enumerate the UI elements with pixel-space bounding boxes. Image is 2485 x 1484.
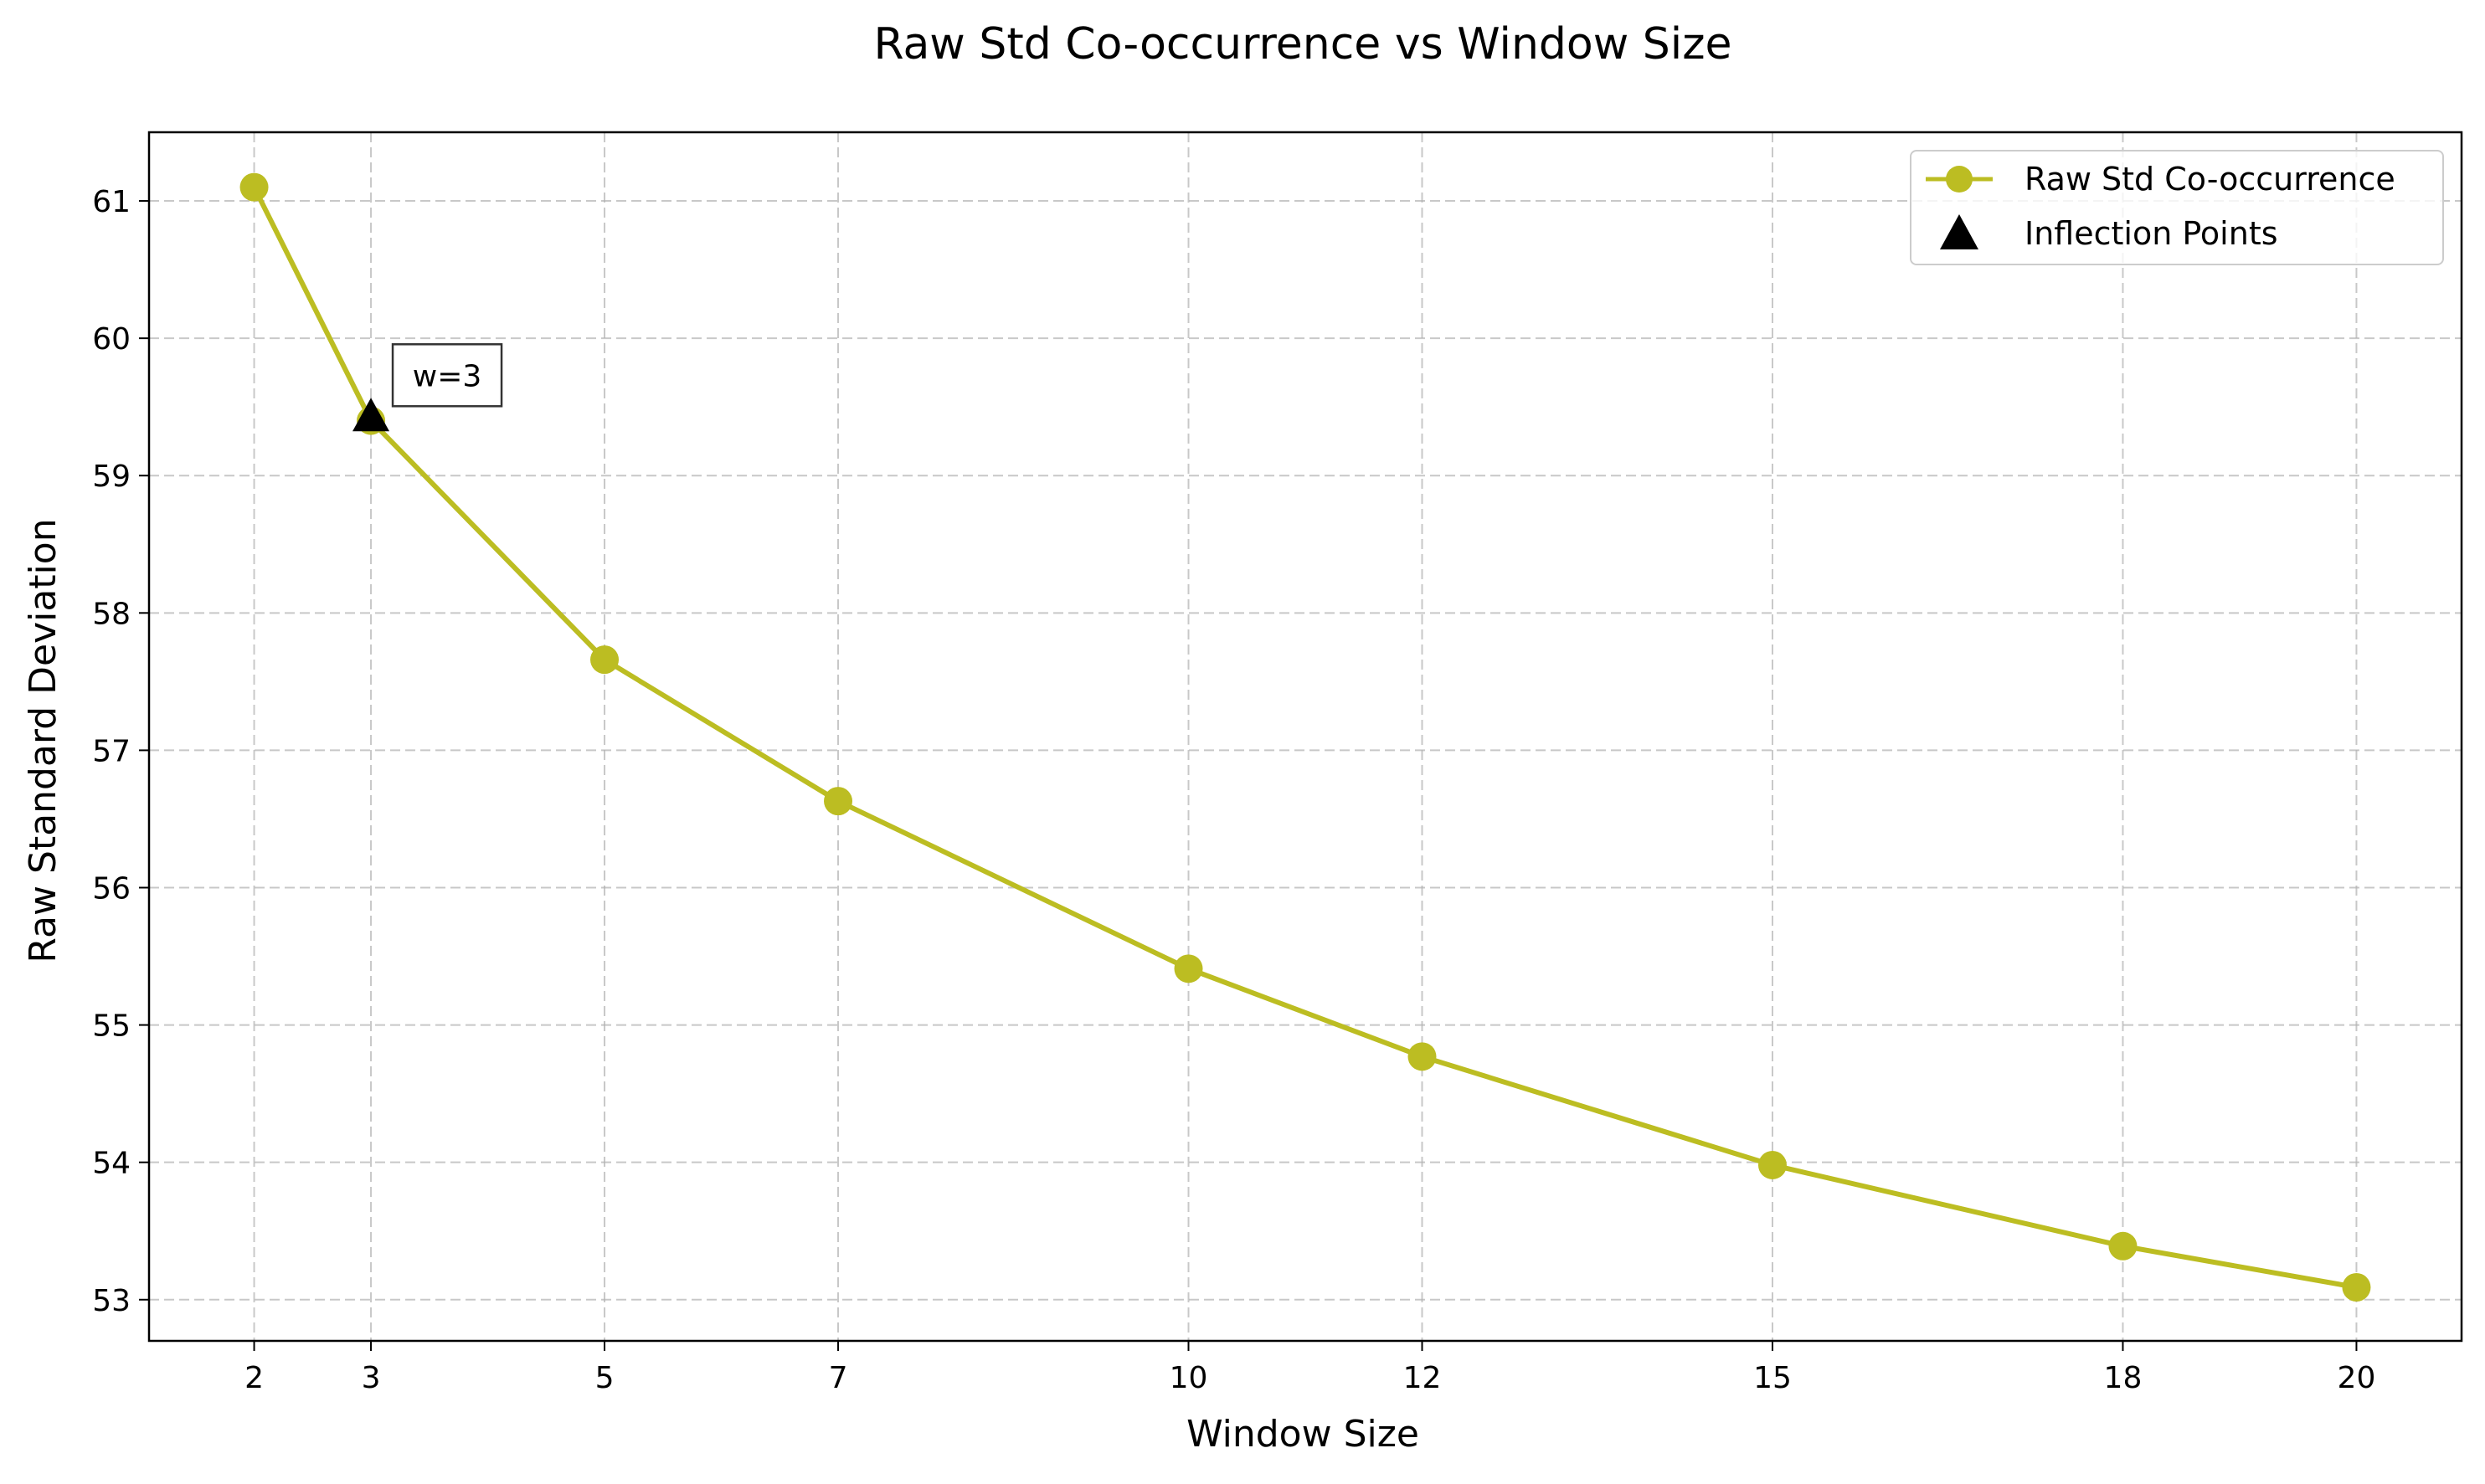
x-tick-label: 10 [1170,1361,1208,1395]
x-tick-label: 20 [2338,1361,2376,1395]
legend-circle-marker [1946,166,1973,193]
chart-title: Raw Std Co-occurrence vs Window Size [873,19,1731,69]
annotation-box [391,343,503,408]
x-axis-label: Window Size [1186,1413,1419,1456]
legend-label-series: Raw Std Co-occurrence [2025,161,2395,198]
annotation-text: w=3 [413,359,482,393]
x-tick-label: 5 [595,1361,615,1395]
data-point [824,787,853,816]
x-tick-label: 15 [1753,1361,1792,1395]
legend-label-inflection: Inflection Points [2025,215,2278,252]
x-tick-label: 12 [1403,1361,1442,1395]
data-point [2342,1273,2371,1302]
y-tick-label: 60 [92,322,131,357]
y-tick-label: 58 [92,597,131,631]
inflection-annotation: w=3 [391,343,503,408]
x-tick-label: 7 [829,1361,848,1395]
y-tick-label: 57 [92,734,131,768]
data-point [590,645,620,675]
y-tick-label: 59 [92,460,131,494]
plot-frame [147,131,2463,1343]
grid [149,132,2462,1341]
data-point [239,172,269,202]
data-point [1407,1042,1437,1071]
legend: Raw Std Co-occurrence Inflection Points [1910,150,2444,265]
data-point [1757,1150,1787,1179]
y-tick-label: 56 [92,872,131,906]
data-point [1174,954,1203,983]
x-tick-label: 18 [2104,1361,2143,1395]
y-tick-label: 61 [92,185,131,219]
x-tick-label: 2 [244,1361,264,1395]
y-axis-label: Raw Standard Deviation [22,518,64,963]
y-tick-label: 54 [92,1147,131,1181]
y-tick-label: 55 [92,1009,131,1044]
x-tick-label: 3 [362,1361,381,1395]
data-point [2108,1231,2138,1261]
inflection-point [352,398,390,432]
y-tick-label: 53 [92,1284,131,1318]
series-layer [239,172,2371,1302]
legend-triangle-marker [1940,214,1978,249]
legend-frame [1910,150,2444,265]
